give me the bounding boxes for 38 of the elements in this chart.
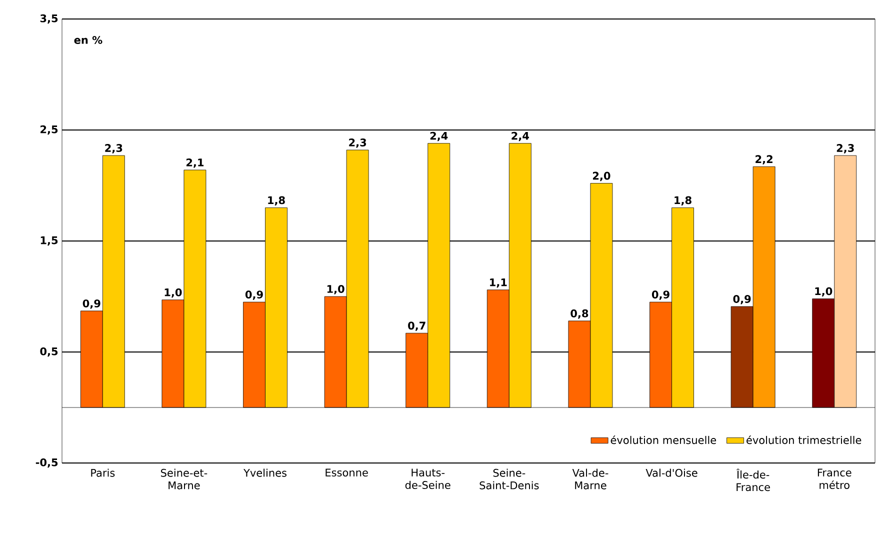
data-label: 1,0 — [815, 287, 832, 297]
annotation: en % — [74, 36, 102, 44]
data-label: 0,9 — [245, 290, 263, 300]
y-tick-label: -0,5 — [36, 458, 58, 468]
data-label: 2,4 — [512, 132, 529, 142]
data-label: 1,8 — [268, 196, 285, 206]
y-tick-label: 1,5 — [40, 236, 58, 246]
y-tick-label: 0,5 — [40, 347, 58, 357]
x-tick-label: Paris — [91, 468, 115, 477]
data-label: 2,0 — [592, 172, 610, 182]
data-label: 2,3 — [836, 144, 854, 154]
data-label: 1,0 — [327, 285, 344, 294]
x-tick-label: Essonne — [326, 468, 368, 477]
data-label: 2,1 — [186, 158, 204, 168]
x-tick-label: Hauts-de-Seine — [405, 468, 450, 490]
x-tick-label: Yvelines — [243, 468, 286, 477]
x-tick-label: France métro — [818, 468, 852, 490]
y-tick-label: 2,5 — [40, 125, 58, 135]
y-tick-label: 3,5 — [40, 14, 58, 24]
data-label: 2,3 — [349, 138, 366, 148]
data-label: 0,9 — [733, 295, 751, 304]
data-label: 0,9 — [652, 290, 670, 300]
legend-label: évolution mensuelle — [610, 436, 716, 444]
data-label: 0,9 — [82, 299, 100, 309]
x-tick-label: Seine-Saint-Denis — [480, 468, 539, 490]
data-label: 1,1 — [490, 278, 507, 288]
x-tick-label: Seine-et-Marne — [160, 468, 208, 490]
data-label: 2,4 — [430, 132, 448, 142]
legend-label: évolution trimestrielle — [746, 436, 862, 444]
data-label: 1,0 — [164, 288, 182, 298]
x-tick-label: Val-de-Marne — [572, 468, 608, 490]
data-label: 2,3 — [105, 144, 122, 154]
data-label: 0,7 — [408, 322, 426, 331]
data-label: 1,8 — [674, 196, 692, 206]
x-tick-label: Val-d'Oise — [646, 468, 698, 477]
data-label: 2,2 — [756, 155, 772, 164]
x-tick-label: Île-de-France — [736, 468, 770, 492]
data-label: 0,8 — [570, 309, 588, 319]
